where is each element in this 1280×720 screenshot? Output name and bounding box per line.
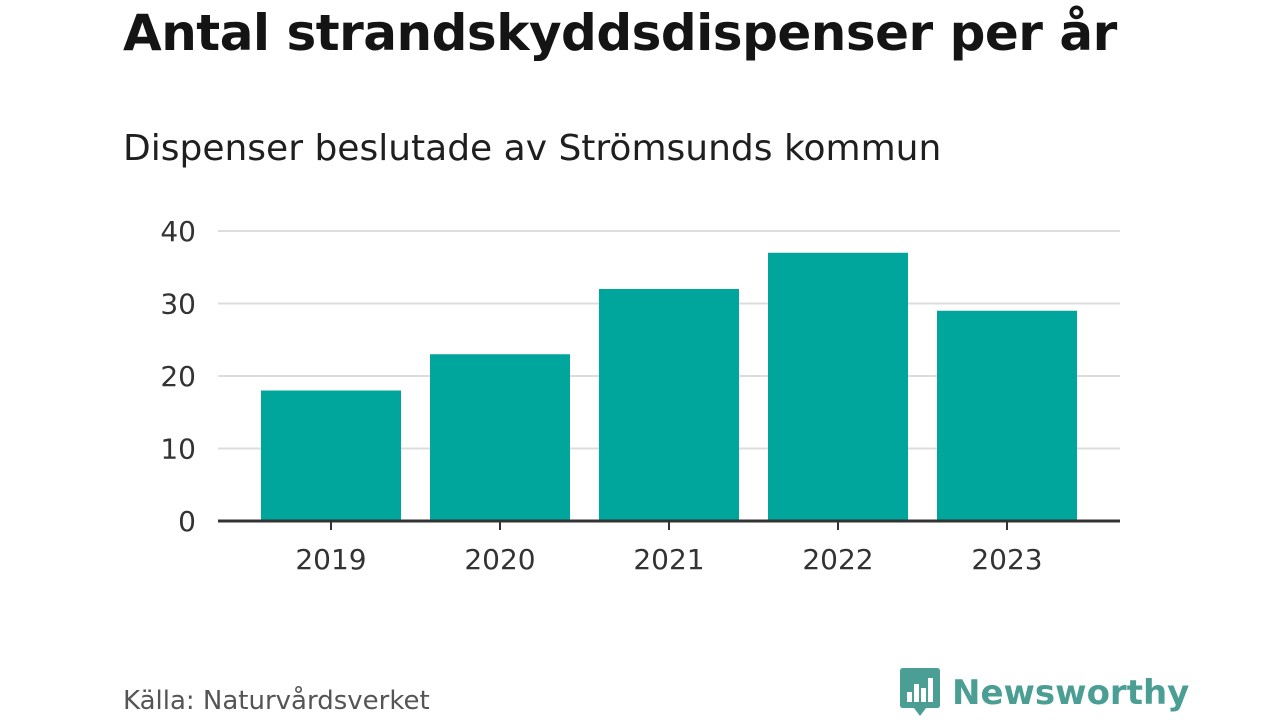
bar bbox=[768, 252, 908, 521]
y-tick-label: 30 bbox=[160, 288, 196, 321]
bar bbox=[937, 310, 1077, 521]
bar bbox=[599, 289, 739, 521]
x-tick-label: 2020 bbox=[464, 543, 535, 576]
x-tick-label: 2022 bbox=[802, 543, 873, 576]
y-tick-label: 10 bbox=[160, 433, 196, 466]
brand-name: Newsworthy bbox=[952, 673, 1190, 713]
x-tick-label: 2023 bbox=[971, 543, 1042, 576]
y-tick-label: 40 bbox=[160, 215, 196, 248]
chart-title: Antal strandskyddsdispenser per år bbox=[123, 4, 1117, 62]
y-tick-label: 0 bbox=[178, 505, 196, 538]
bar bbox=[261, 390, 401, 521]
y-tick-label: 20 bbox=[160, 360, 196, 393]
source-note: Källa: Naturvårdsverket bbox=[123, 686, 430, 716]
x-tick-label: 2019 bbox=[295, 543, 366, 576]
bar bbox=[430, 354, 570, 521]
chart-subtitle: Dispenser beslutade av Strömsunds kommun bbox=[123, 128, 942, 169]
bar-chart-speech-icon bbox=[900, 668, 940, 716]
brand-logo: Newsworthy bbox=[900, 668, 1189, 718]
x-tick-label: 2021 bbox=[633, 543, 704, 576]
